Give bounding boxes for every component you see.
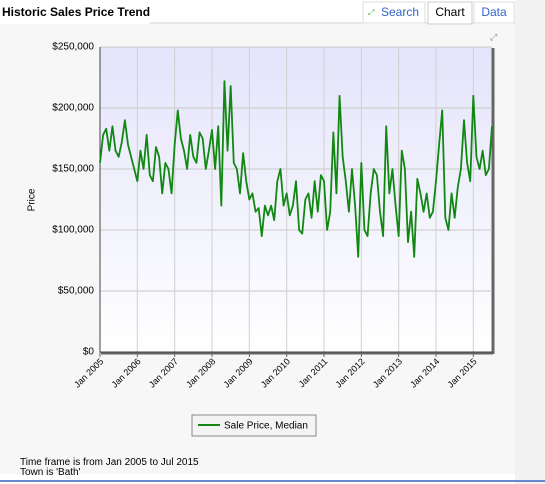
tab-label[interactable]: Data	[481, 5, 507, 19]
legend	[191, 414, 317, 437]
side-strip	[515, 0, 545, 484]
tab[interactable]	[473, 1, 515, 24]
tab-active[interactable]	[427, 1, 473, 25]
y-tick-label: $200,000	[52, 103, 94, 114]
y-tick-label: $100,000	[52, 225, 94, 236]
y-tick-label: $250,000	[52, 42, 94, 53]
y-axis-label: Price	[27, 188, 38, 211]
y-tick-label: $50,000	[58, 286, 95, 297]
plot-area	[100, 47, 492, 352]
tab[interactable]	[362, 1, 426, 24]
tab-label[interactable]: Chart	[435, 5, 465, 19]
legend-label: Sale Price, Median	[224, 421, 308, 432]
y-tick-label: $0	[83, 347, 95, 358]
data-line	[99, 80, 493, 258]
title: Historic Sales Price Trend	[2, 5, 150, 19]
footer-text: Time frame is from Jan 2005 to Jul 2015	[20, 457, 199, 468]
search-icon: ⤢	[367, 8, 374, 17]
y-tick-label: $150,000	[52, 164, 94, 175]
footer-text: Town is 'Bath'	[20, 467, 81, 478]
expand-icon[interactable]: ⤢	[489, 32, 497, 42]
tab-label[interactable]: Search	[381, 5, 419, 19]
